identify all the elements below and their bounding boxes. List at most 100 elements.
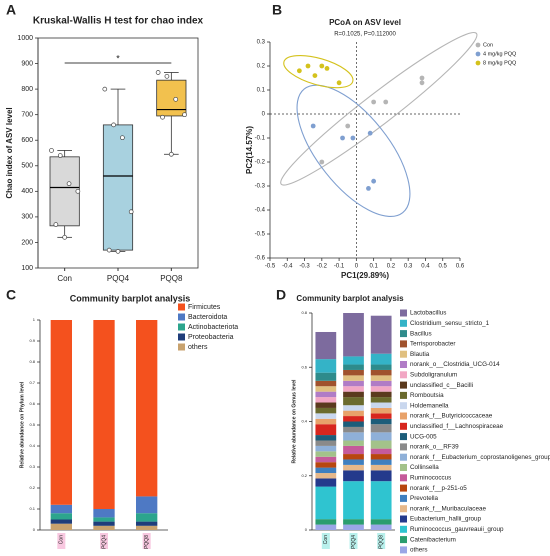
bar-segment — [136, 496, 158, 514]
bar-segment — [370, 353, 392, 365]
y-tick-label: 0.4 — [29, 443, 35, 448]
bar-segment — [93, 521, 115, 526]
chart-title: Community barplot analysis — [296, 294, 404, 303]
chart-title: Community barplot analysis — [70, 293, 191, 303]
legend-label: Proteobacteria — [188, 334, 234, 341]
legend-swatch — [400, 350, 407, 358]
data-point — [75, 188, 81, 194]
y-tick-label: -0.6 — [255, 256, 266, 262]
data-point — [62, 234, 68, 240]
legend-swatch — [178, 343, 185, 351]
bar-segment — [343, 470, 364, 482]
legend-label: Romboutsia — [410, 392, 444, 399]
bar-segment — [315, 519, 337, 525]
data-point — [296, 68, 302, 74]
panel-label: D — [276, 287, 286, 303]
legend-swatch — [400, 453, 407, 461]
bar-segment — [370, 397, 392, 403]
bar-segment — [370, 413, 392, 419]
confidence-ellipse — [283, 54, 354, 89]
legend-label: norank_o__RF39 — [410, 444, 459, 451]
bar-segment — [370, 418, 392, 425]
x-tick-label: 0.4 — [421, 264, 430, 270]
legend-label: 4 mg/kg PQQ — [483, 51, 517, 57]
bar-segment — [315, 402, 337, 408]
bar-segment — [315, 445, 337, 452]
legend-swatch — [400, 443, 407, 451]
data-point — [319, 63, 325, 69]
y-tick-label: 0.8 — [29, 359, 35, 364]
y-tick-label: -0.2 — [255, 160, 266, 166]
bar-segment — [370, 386, 392, 392]
data-point — [312, 73, 318, 78]
bar-segment — [315, 407, 337, 414]
bar-segment — [370, 375, 392, 381]
legend-swatch — [400, 319, 407, 327]
y-tick-label: 0 — [262, 112, 266, 118]
x-label-highlight — [377, 533, 386, 549]
data-point — [115, 249, 121, 254]
x-tick-label: 0.6 — [456, 264, 465, 270]
y-tick-label: 0.7 — [29, 380, 35, 385]
data-point — [106, 247, 112, 253]
y-tick-label: -0.1 — [255, 136, 266, 142]
box — [156, 79, 187, 117]
x-axis-label: PC1(29.89%) — [341, 271, 389, 280]
y-tick-label: 0.5 — [29, 422, 35, 427]
legend-swatch — [400, 391, 407, 399]
box — [49, 156, 80, 227]
bar-segment — [315, 413, 337, 419]
bar-segment — [315, 435, 337, 441]
bar-segment — [343, 397, 364, 406]
y-tick-label: -0.3 — [255, 184, 266, 190]
panel-label: C — [6, 287, 16, 303]
bar-segment — [370, 459, 392, 465]
y-tick-label: 0.1 — [29, 506, 35, 511]
bar-segment — [343, 432, 364, 441]
x-tick-label: Con — [323, 535, 329, 544]
data-point — [53, 222, 59, 227]
bar-segment — [50, 513, 72, 520]
bar-segment — [343, 313, 364, 357]
legend-label: norank_f__Butyricicoccaceae — [410, 413, 493, 420]
bar-segment — [370, 524, 392, 530]
x-label-highlight — [349, 533, 358, 549]
legend-label: Ruminococcus_gauvreauii_group — [410, 526, 504, 533]
legend-swatch — [400, 361, 407, 368]
legend-swatch — [178, 323, 185, 331]
y-tick-label: 0.1 — [257, 88, 266, 94]
legend-swatch — [400, 546, 407, 554]
confidence-ellipse — [280, 31, 478, 186]
data-point — [160, 114, 165, 120]
bar-segment — [370, 454, 392, 460]
bar-segment — [315, 372, 337, 381]
data-point — [371, 178, 377, 184]
x-tick-label: PQQ4 — [101, 535, 107, 549]
x-tick-label: Con — [57, 274, 72, 283]
bar-segment — [343, 481, 364, 520]
bar-segment — [315, 456, 337, 463]
x-tick-label: PQQ8 — [160, 274, 183, 283]
data-point — [383, 99, 389, 105]
y-tick-label: 1000 — [17, 35, 33, 42]
bar-segment — [370, 470, 392, 482]
x-label-highlight — [321, 533, 330, 549]
bar-segment — [370, 440, 392, 449]
bar-segment — [370, 380, 392, 387]
data-point — [173, 96, 179, 102]
y-tick-label: 600 — [21, 137, 33, 144]
bar-segment — [370, 424, 392, 433]
x-tick-label: Con — [59, 535, 65, 544]
legend-swatch — [178, 313, 185, 321]
legend-label: Bacillus — [410, 330, 432, 337]
data-point — [340, 135, 345, 141]
legend-swatch — [400, 464, 407, 471]
bar-segment — [315, 440, 337, 446]
legend-label: unclassified_f__Lachnospiraceae — [410, 423, 504, 430]
bar-segment — [343, 369, 364, 376]
legend-swatch — [178, 303, 185, 311]
bar-segment — [93, 517, 115, 522]
x-tick-label: -0.1 — [334, 264, 345, 270]
x-tick-label: -0.2 — [317, 264, 328, 270]
data-point — [111, 122, 116, 128]
